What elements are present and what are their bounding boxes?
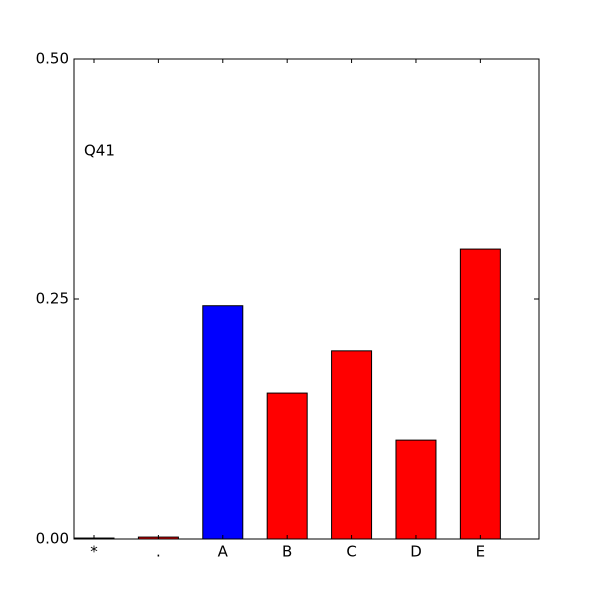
bar [202,305,244,540]
x-tick-label: D [410,543,422,561]
bar [459,248,501,540]
plot-frame [73,58,540,540]
x-tick-label: C [346,543,356,561]
y-tick-label: 0.00 [36,530,69,548]
x-tick-label: E [476,543,485,561]
x-tick-label: * [90,543,98,561]
x-tick-label: A [218,543,229,561]
x-tick-label: B [282,543,292,561]
bar [395,439,437,540]
bar [331,350,373,540]
x-tick-label: . [156,543,161,561]
y-tick-label: 0.50 [36,50,69,68]
annotation: Q41 [84,142,115,160]
y-tick-label: 0.25 [36,290,69,308]
bar [266,392,308,540]
